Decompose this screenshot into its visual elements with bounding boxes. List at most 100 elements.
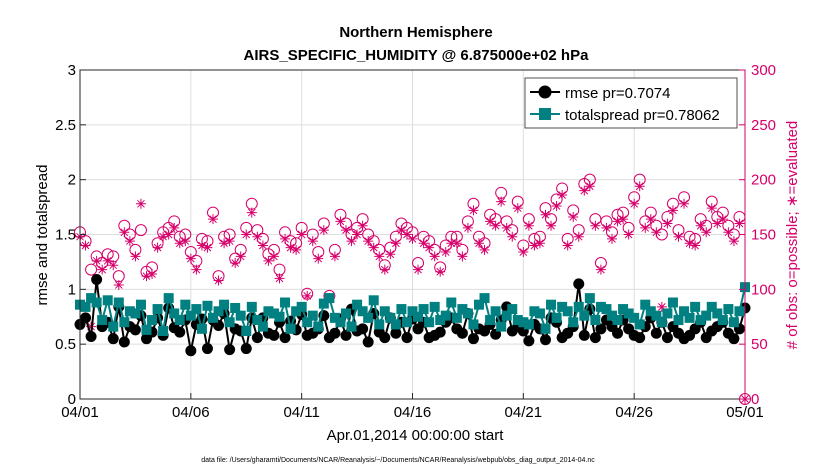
obs-evaluated-marker [584, 181, 595, 192]
totalspread-marker [363, 312, 374, 323]
totalspread-marker [673, 315, 684, 326]
rmse-marker [595, 323, 607, 335]
rmse-marker [174, 326, 186, 338]
obs-possible-marker [134, 224, 147, 237]
y2-tick-label: 100 [751, 281, 776, 298]
rmse-marker [379, 332, 391, 344]
obs-evaluated-marker [418, 238, 429, 249]
x-tick-label: 04/01 [61, 404, 99, 421]
obs-evaluated-marker [413, 264, 424, 275]
obs-evaluated-marker [496, 196, 507, 207]
rmse-marker [390, 327, 402, 339]
x-tick-label: 04/06 [172, 404, 210, 421]
y2-tick-label: 150 [751, 227, 776, 244]
obs-evaluated-marker [590, 220, 601, 231]
legend-totalspread-marker [539, 108, 551, 120]
obs-evaluated-marker [595, 264, 606, 275]
totalspread-marker [302, 317, 313, 328]
obs-evaluated-marker [135, 198, 146, 209]
totalspread-marker [667, 297, 678, 308]
totalspread-marker [440, 310, 451, 321]
obs-evaluated-marker [213, 275, 224, 286]
totalspread-marker [424, 317, 435, 328]
totalspread-marker [618, 304, 629, 315]
y2-tick-label: 250 [751, 117, 776, 134]
rmse-marker [578, 329, 590, 341]
totalspread-marker [191, 304, 202, 315]
obs-evaluated-marker [230, 258, 241, 269]
rmse-marker [329, 327, 341, 339]
obs-evaluated-marker [401, 229, 412, 240]
legend: rmse pr=0.7074 totalspread pr=0.78062 [524, 77, 738, 129]
totalspread-marker [230, 302, 241, 313]
rmse-marker [467, 333, 479, 345]
obs-evaluated-marker [318, 225, 329, 236]
x-tick-label: 04/21 [505, 404, 543, 421]
totalspread-marker [285, 323, 296, 334]
obs-evaluated-marker [291, 244, 302, 255]
totalspread-marker [341, 308, 351, 319]
totalspread-marker [390, 319, 401, 330]
chart-title: Northern Hemisphere [339, 24, 492, 41]
rmse-marker [107, 333, 119, 345]
obs-evaluated-marker [656, 301, 667, 312]
x-tick-label: 04/26 [615, 404, 653, 421]
obs-evaluated-marker [97, 264, 108, 275]
obs-evaluated-marker [523, 220, 534, 231]
obs-evaluated-marker [440, 247, 451, 258]
obs-evaluated-marker [651, 227, 662, 238]
totalspread-marker [352, 299, 363, 310]
totalspread-marker [158, 326, 169, 337]
rmse-marker [268, 329, 280, 341]
obs-evaluated-marker [557, 190, 568, 201]
totalspread-marker [307, 310, 318, 321]
totalspread-marker [213, 306, 224, 317]
obs-evaluated-marker [169, 222, 180, 233]
totalspread-marker [451, 312, 462, 323]
rmse-marker [661, 332, 673, 344]
obs-evaluated-marker [640, 222, 651, 233]
obs-evaluated-marker [235, 251, 246, 262]
totalspread-marker [728, 317, 739, 328]
rmse-marker [357, 323, 369, 335]
totalspread-marker [557, 301, 568, 312]
totalspread-marker [690, 301, 701, 312]
totalspread-marker [224, 317, 235, 328]
totalspread-marker [595, 301, 606, 312]
totalspread-marker [385, 312, 396, 323]
obs-evaluated-marker [629, 198, 640, 209]
totalspread-marker [640, 299, 651, 310]
obs-evaluated-marker [341, 225, 351, 236]
obs-evaluated-marker [91, 255, 102, 266]
obs-evaluated-marker [152, 242, 163, 253]
totalspread-marker [263, 306, 274, 317]
totalspread-marker [235, 310, 246, 321]
totalspread-marker [706, 301, 717, 312]
obs-evaluated-marker [607, 233, 617, 244]
obs-evaluated-marker [546, 220, 557, 231]
totalspread-marker [141, 324, 152, 335]
obs-evaluated-marker [462, 222, 473, 233]
totalspread-marker [357, 306, 368, 317]
rmse-marker [185, 345, 197, 357]
totalspread-marker [102, 295, 113, 306]
totalspread-marker [568, 317, 579, 328]
obs-evaluated-marker [612, 216, 623, 227]
obs-evaluated-marker [435, 266, 446, 277]
obs-evaluated-marker [263, 255, 274, 266]
rmse-marker [340, 329, 352, 341]
obs-evaluated-marker [219, 238, 230, 249]
obs-evaluated-marker [468, 205, 479, 216]
totalspread-marker [374, 319, 385, 330]
totalspread-marker [701, 310, 712, 321]
obs-evaluated-marker [728, 236, 739, 247]
obs-evaluated-marker [363, 236, 374, 247]
totalspread-marker [684, 312, 695, 323]
totalspread-marker [601, 304, 612, 315]
chart-subtitle: AIRS_SPECIFIC_HUMIDITY @ 6.875000e+02 hP… [244, 47, 590, 64]
totalspread-marker [496, 321, 507, 332]
totalspread-marker [180, 299, 191, 310]
totalspread-marker [86, 293, 97, 304]
obs-evaluated-marker [695, 220, 706, 231]
totalspread-marker [712, 308, 723, 319]
